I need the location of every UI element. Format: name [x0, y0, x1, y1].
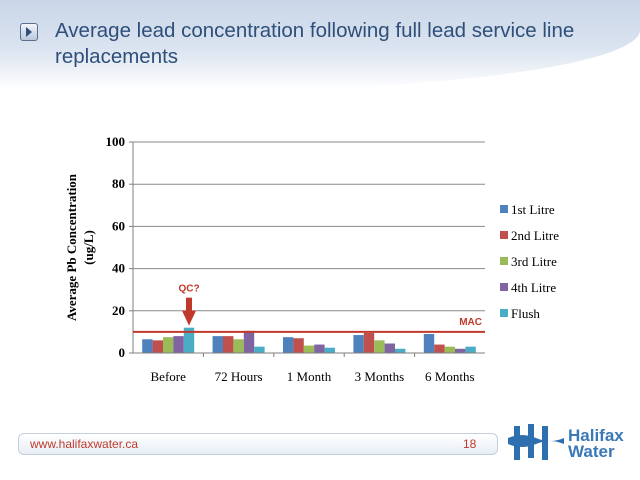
- bar: [173, 336, 184, 353]
- bar: [363, 332, 375, 353]
- legend-swatch: [500, 309, 508, 317]
- legend-label: 3rd Litre: [511, 254, 557, 269]
- bar: [314, 344, 325, 353]
- y-axis-label-line: Average Pb Concentration: [64, 173, 79, 321]
- bar: [283, 337, 294, 353]
- qc-label: QC?: [178, 284, 199, 295]
- y-tick-label: 20: [112, 303, 125, 318]
- bar: [254, 346, 265, 353]
- slide-title: Average lead concentration following ful…: [55, 19, 575, 68]
- bar: [303, 345, 315, 353]
- bar: [444, 346, 455, 353]
- x-tick-label: 6 Months: [425, 369, 474, 384]
- y-axis-label-line: (ug/L): [81, 230, 96, 265]
- chart-legend: 1st Litre 2nd Litre 3rd Litre 4th Litre Flus…: [500, 202, 559, 321]
- y-axis-label: Average Pb Concentration (ug/L): [64, 173, 96, 321]
- legend-swatch: [500, 283, 508, 291]
- legend-swatch: [500, 257, 508, 265]
- bar-chart: 0 20 40 60 80 100 Before 72 Hours 1 Month 3 Mont…: [64, 134, 559, 384]
- bar: [384, 343, 395, 353]
- bar: [293, 338, 304, 353]
- legend-label: 1st Litre: [511, 202, 555, 217]
- logo-text: Halifax Water: [568, 426, 624, 461]
- chart-axes: [129, 141, 485, 357]
- y-tick-labels: 0 20 40 60 80 100: [106, 134, 126, 360]
- y-tick-label: 0: [119, 345, 126, 360]
- play-arrow-icon: [20, 23, 38, 41]
- bar: [163, 337, 174, 353]
- legend-swatch: [500, 231, 508, 239]
- mac-label: MAC: [459, 317, 482, 328]
- halifax-water-logo-icon: [508, 424, 564, 460]
- mac-reference-line: MAC: [133, 317, 485, 333]
- qc-arrow-shaft: [186, 297, 192, 312]
- bar: [434, 344, 445, 353]
- qc-arrow-head: [182, 310, 196, 326]
- footer-url[interactable]: www.halifaxwater.ca: [30, 437, 139, 451]
- bar: [243, 330, 255, 353]
- qc-annotation: QC?: [178, 284, 200, 326]
- x-tick-labels: Before 72 Hours 1 Month 3 Months 6 Months: [151, 369, 475, 384]
- bar: [183, 327, 195, 353]
- bar: [353, 335, 364, 353]
- logo-line-1: Halifax: [568, 426, 624, 445]
- x-tick-label: Before: [151, 369, 187, 384]
- y-tick-label: 80: [112, 176, 125, 191]
- y-tick-label: 60: [112, 218, 125, 233]
- bar: [324, 347, 335, 353]
- chart-bars: [142, 327, 476, 353]
- logo-line-2: Water: [568, 442, 615, 461]
- bar: [142, 339, 153, 353]
- legend-swatch: [500, 205, 508, 213]
- bar: [455, 348, 466, 353]
- legend-label: 2nd Litre: [511, 228, 559, 243]
- legend-label: 4th Litre: [511, 280, 556, 295]
- y-tick-label: 100: [106, 134, 126, 149]
- bar: [233, 339, 244, 353]
- bar: [223, 336, 234, 353]
- y-tick-label: 40: [112, 261, 125, 276]
- footer-bar: [18, 433, 498, 455]
- bar: [374, 340, 385, 353]
- bar: [395, 348, 406, 353]
- x-tick-label: 1 Month: [287, 369, 332, 384]
- x-tick-label: 3 Months: [355, 369, 404, 384]
- chart-grid: [133, 141, 485, 312]
- bar: [152, 340, 163, 353]
- bar: [465, 346, 476, 353]
- page-number: 18: [463, 437, 477, 451]
- legend-label: Flush: [511, 306, 540, 321]
- x-tick-label: 72 Hours: [215, 369, 263, 384]
- bar: [212, 336, 223, 353]
- bar: [423, 334, 435, 353]
